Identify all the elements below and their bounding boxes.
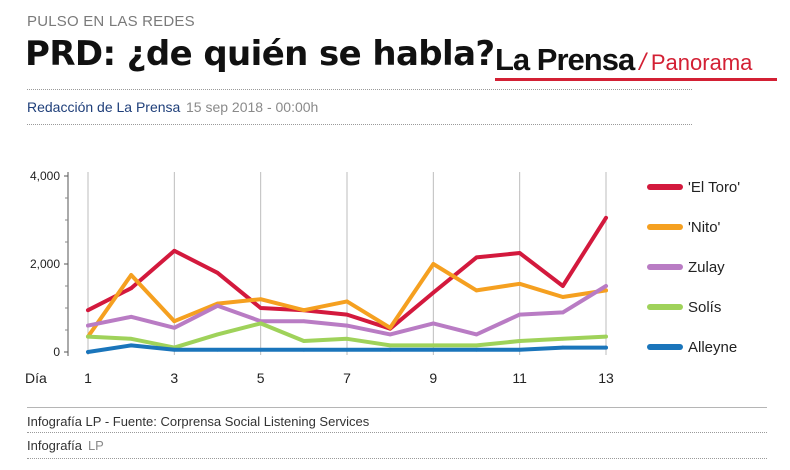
data-point bbox=[517, 251, 522, 255]
data-point bbox=[517, 312, 522, 317]
data-point bbox=[388, 326, 392, 330]
data-point bbox=[258, 321, 263, 326]
data-point bbox=[604, 284, 608, 288]
data-point bbox=[215, 304, 220, 308]
data-point bbox=[604, 334, 608, 339]
y-tick-label: 4,000 bbox=[30, 169, 60, 183]
data-point bbox=[474, 288, 479, 293]
data-point bbox=[474, 343, 479, 348]
data-point bbox=[302, 339, 306, 343]
data-point bbox=[388, 348, 392, 352]
data-point bbox=[431, 321, 436, 326]
data-point bbox=[302, 308, 306, 313]
x-axis-label: Día bbox=[25, 370, 47, 386]
x-tick-label: 11 bbox=[512, 370, 527, 386]
credit-label: Infografía bbox=[27, 438, 82, 453]
x-tick-label: 1 bbox=[84, 370, 92, 386]
data-point bbox=[604, 216, 608, 220]
legend-label: 'Nito' bbox=[688, 219, 721, 236]
data-point bbox=[561, 284, 565, 288]
divider-bottom bbox=[27, 458, 767, 459]
data-point bbox=[345, 299, 349, 304]
data-point bbox=[517, 348, 522, 352]
x-tick-label: 3 bbox=[170, 370, 178, 386]
data-point bbox=[431, 290, 436, 295]
legend-label: Solís bbox=[688, 299, 721, 316]
data-point bbox=[561, 310, 565, 315]
data-point bbox=[215, 348, 220, 352]
data-point bbox=[345, 312, 349, 317]
data-point bbox=[561, 345, 565, 350]
x-tick-label: 13 bbox=[598, 370, 614, 386]
y-tick-label: 0 bbox=[53, 345, 60, 359]
data-point bbox=[129, 273, 133, 277]
data-point bbox=[561, 337, 565, 341]
section-kicker: PULSO EN LAS REDES bbox=[27, 13, 195, 30]
brand-name: La Prensa bbox=[495, 42, 635, 77]
data-point bbox=[172, 249, 177, 253]
data-point bbox=[474, 348, 479, 352]
data-point bbox=[129, 315, 133, 319]
divider-footer bbox=[27, 407, 767, 408]
data-point bbox=[302, 348, 306, 352]
data-point bbox=[86, 334, 90, 339]
data-point bbox=[215, 332, 220, 337]
data-point bbox=[129, 343, 133, 348]
data-point bbox=[86, 308, 90, 313]
brand-underline bbox=[495, 78, 777, 81]
x-tick-label: 9 bbox=[429, 370, 437, 386]
publish-date: 15 sep 2018 - 00:00h bbox=[186, 99, 319, 115]
data-point bbox=[431, 348, 436, 352]
data-point bbox=[345, 337, 349, 341]
legend-label: Alleyne bbox=[688, 339, 737, 356]
source-note: Infografía LP - Fuente: Corprensa Social… bbox=[27, 414, 370, 429]
data-point bbox=[258, 297, 263, 302]
data-point bbox=[431, 262, 436, 266]
data-point bbox=[215, 271, 220, 275]
divider-byline bbox=[27, 124, 692, 125]
legend-label: Zulay bbox=[688, 259, 725, 276]
data-point bbox=[517, 339, 522, 343]
data-point bbox=[604, 345, 608, 350]
data-point bbox=[474, 332, 479, 337]
data-point bbox=[172, 319, 177, 324]
x-tick-label: 7 bbox=[343, 370, 351, 386]
data-point bbox=[86, 350, 90, 354]
data-point bbox=[129, 337, 133, 341]
data-point bbox=[388, 332, 392, 337]
data-point bbox=[345, 348, 349, 352]
data-point bbox=[86, 323, 90, 328]
data-point bbox=[561, 295, 565, 299]
divider-credit bbox=[27, 432, 767, 433]
legend-label: 'El Toro' bbox=[688, 179, 740, 196]
brand-separator: / bbox=[639, 49, 646, 76]
data-point bbox=[258, 306, 263, 310]
data-point bbox=[258, 348, 263, 352]
data-point bbox=[172, 326, 177, 330]
data-point bbox=[345, 323, 349, 328]
byline[interactable]: Redacción de La Prensa bbox=[27, 99, 181, 115]
chart-series bbox=[86, 215, 608, 354]
data-point bbox=[388, 343, 392, 348]
headline: PRD: ¿de quién se habla? bbox=[25, 34, 495, 74]
data-point bbox=[474, 255, 479, 260]
credit-value: LP bbox=[87, 438, 104, 453]
data-point bbox=[604, 288, 608, 293]
data-point bbox=[172, 348, 177, 352]
x-tick-label: 5 bbox=[257, 370, 265, 386]
data-point bbox=[431, 343, 436, 348]
data-point bbox=[517, 282, 522, 286]
credit-line: Infografía LP bbox=[27, 438, 104, 453]
brand-section[interactable]: Panorama bbox=[650, 50, 753, 75]
chart-legend: 'El Toro' 'Nito' Zulay Solís Alleyne bbox=[647, 179, 740, 356]
divider-top bbox=[27, 89, 692, 90]
data-point bbox=[302, 319, 306, 324]
brand-logo[interactable]: La Prensa / Panorama bbox=[495, 42, 753, 77]
data-point bbox=[129, 286, 133, 291]
y-tick-label: 2,000 bbox=[30, 257, 60, 271]
